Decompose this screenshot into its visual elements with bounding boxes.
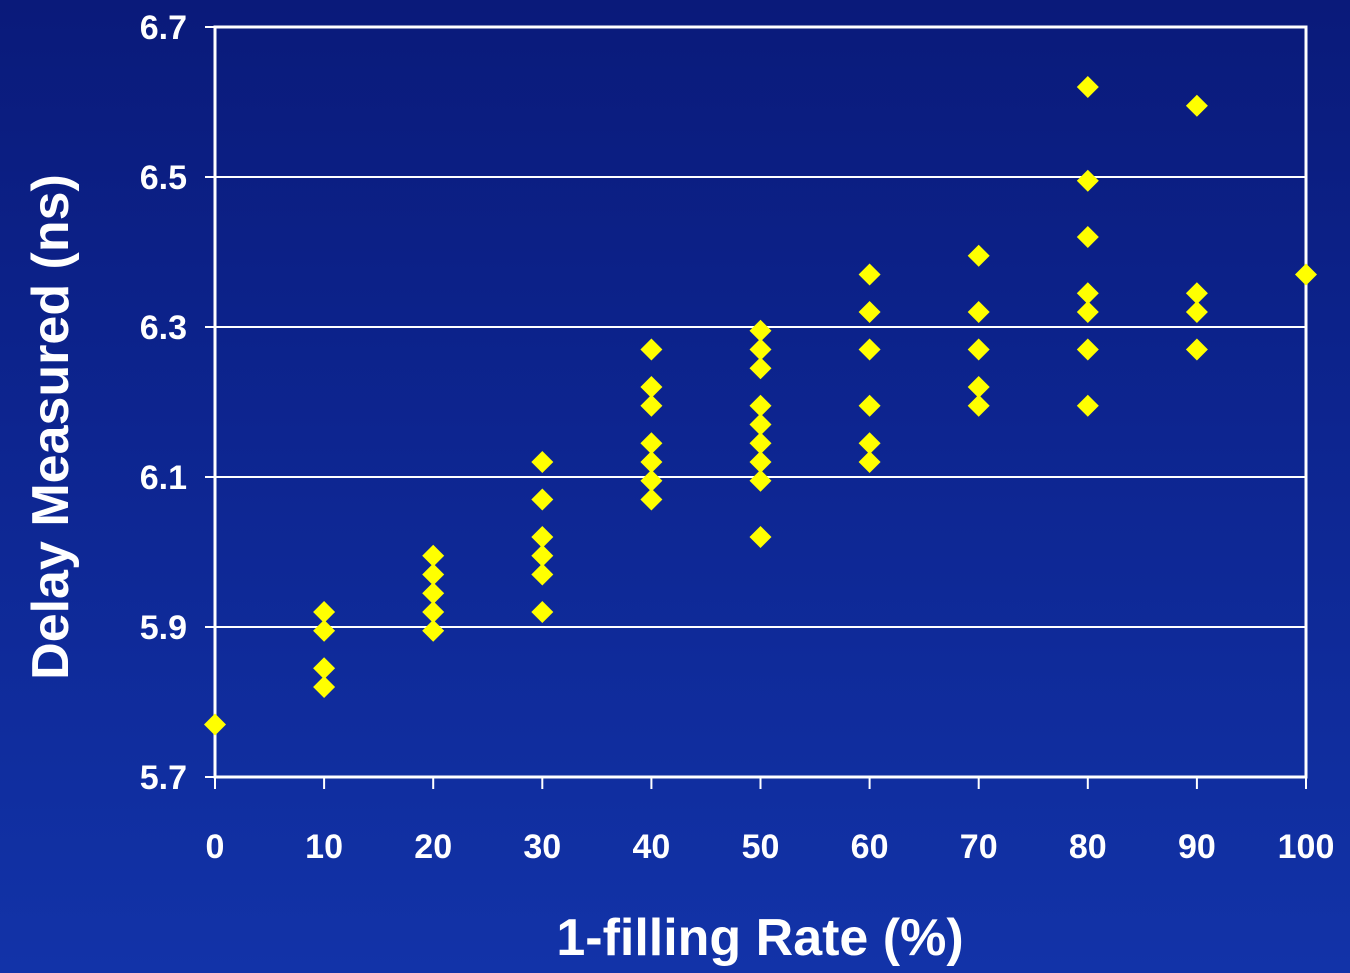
data-point (749, 319, 772, 342)
x-tick-label: 80 (1069, 828, 1107, 866)
data-point (967, 394, 990, 417)
data-point (422, 582, 445, 605)
data-point (640, 451, 663, 473)
data-point (640, 469, 663, 492)
data-point (749, 394, 772, 417)
data-point (422, 601, 445, 623)
data-point (1076, 338, 1099, 361)
data-point (422, 563, 445, 586)
data-point (422, 544, 445, 567)
x-tick-label: 50 (742, 828, 780, 866)
data-point (1076, 76, 1099, 98)
data-point (749, 357, 772, 380)
data-point (1185, 94, 1208, 117)
data-point (967, 301, 990, 323)
data-point (531, 526, 554, 548)
data-point (967, 376, 990, 398)
x-tick-label: 100 (1278, 828, 1335, 866)
data-point (749, 413, 772, 436)
data-point (749, 338, 772, 361)
y-tick-label: 6.5 (140, 159, 187, 197)
data-point (640, 338, 663, 361)
data-point (531, 563, 554, 586)
y-tick-label: 6.7 (140, 9, 187, 47)
data-point (1185, 338, 1208, 361)
x-tick-label: 10 (305, 828, 343, 866)
x-tick-label: 20 (414, 828, 452, 866)
data-point (967, 338, 990, 361)
data-point (967, 244, 990, 267)
data-point (858, 263, 881, 286)
x-tick-label: 60 (851, 828, 889, 866)
data-point (531, 601, 554, 623)
data-point (640, 432, 663, 455)
x-tick-label: 70 (960, 828, 998, 866)
x-tick-label: 0 (206, 828, 225, 866)
data-point (531, 544, 554, 567)
data-point (313, 601, 336, 623)
data-point (640, 394, 663, 417)
data-point (749, 469, 772, 492)
y-axis-title: Delay Measured (ns) (22, 174, 80, 680)
y-tick-label: 5.7 (140, 759, 187, 797)
data-point (858, 338, 881, 361)
x-tick-label: 30 (523, 828, 561, 866)
data-point (531, 451, 554, 473)
data-points (204, 76, 1317, 736)
data-point (1076, 282, 1099, 305)
y-tick-label: 6.1 (140, 459, 187, 497)
data-point (749, 432, 772, 455)
y-axis: 5.7 5.9 6.1 6.3 6.5 6.7 (140, 9, 215, 797)
data-point (858, 301, 881, 323)
data-point (1076, 394, 1099, 417)
data-point (422, 619, 445, 642)
data-point (1076, 301, 1099, 323)
data-point (858, 432, 881, 455)
data-point (1295, 263, 1317, 286)
data-point (313, 676, 336, 698)
data-point (1185, 301, 1208, 323)
data-point (204, 713, 226, 736)
x-axis-title: 1-filling Rate (%) (556, 909, 963, 967)
data-point (313, 619, 336, 642)
data-point (640, 488, 663, 511)
data-point (640, 376, 663, 398)
data-point (531, 488, 554, 511)
data-point (1076, 226, 1099, 248)
data-point (1076, 169, 1099, 192)
data-point (858, 394, 881, 417)
data-point (858, 451, 881, 473)
x-axis: 0 10 20 30 40 50 60 70 80 90 100 (206, 777, 1335, 866)
x-tick-label: 40 (632, 828, 670, 866)
y-tick-label: 5.9 (140, 609, 187, 647)
data-point (749, 451, 772, 473)
y-tick-label: 6.3 (140, 309, 187, 347)
data-point (749, 526, 772, 548)
data-point (313, 657, 336, 680)
data-point (1185, 282, 1208, 305)
x-tick-label: 90 (1178, 828, 1216, 866)
